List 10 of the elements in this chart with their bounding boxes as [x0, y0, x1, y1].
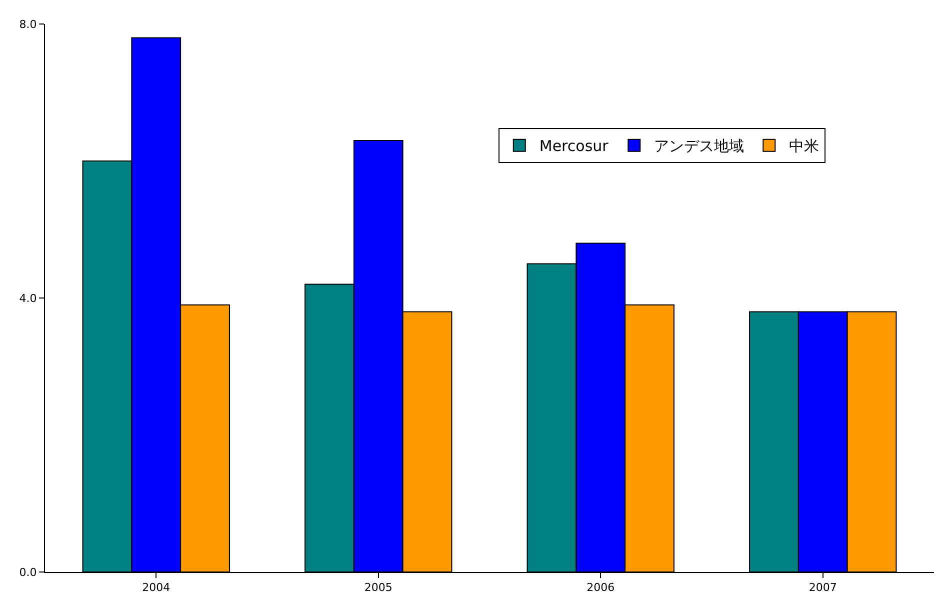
- x-tick-label: 2007: [808, 581, 837, 594]
- legend-label: アンデス地域: [654, 137, 744, 156]
- legend-label: 中米: [789, 137, 820, 156]
- x-tick-label: 2005: [364, 581, 392, 594]
- y-tick-label: 4.0: [19, 292, 37, 305]
- legend-label: Mercosur: [539, 137, 610, 156]
- x-tick-label: 2004: [142, 581, 170, 594]
- x-tick-label: 2006: [586, 581, 615, 594]
- y-tick-label: 0.0: [19, 566, 37, 579]
- y-tick-label: 8.0: [19, 18, 37, 31]
